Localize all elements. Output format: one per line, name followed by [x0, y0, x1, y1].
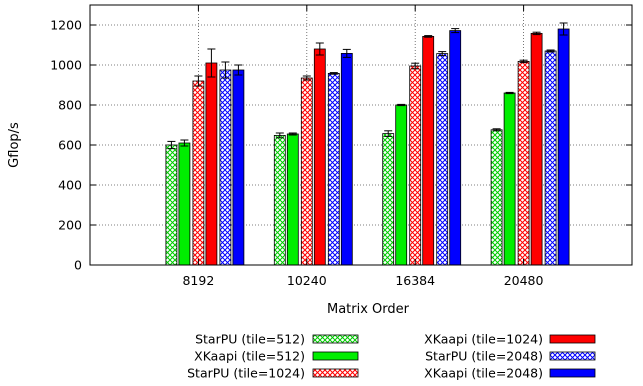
bar — [205, 62, 218, 266]
bar — [517, 61, 530, 266]
bar — [286, 133, 299, 266]
x-tick-label: 8192 — [182, 273, 214, 288]
bar — [313, 48, 326, 266]
y-tick-label: 1200 — [50, 18, 82, 33]
bar — [219, 69, 232, 266]
bar — [436, 53, 449, 266]
y-tick-label: 200 — [58, 218, 82, 233]
y-tick-label: 600 — [58, 138, 82, 153]
legend: StarPU (tile=512) XKaapi (tile=512) StarPU… — [187, 332, 596, 381]
x-tick-label: 10240 — [287, 273, 327, 288]
y-tick-label: 800 — [58, 98, 82, 113]
bar — [503, 92, 516, 266]
legend-label: StarPU (tile=512) — [195, 332, 305, 347]
bar — [340, 53, 353, 266]
bar — [178, 142, 191, 266]
legend-label: StarPU (tile=2048) — [425, 349, 543, 364]
y-tick-label: 0 — [74, 258, 82, 273]
y-axis-label: Gflop/s — [7, 122, 22, 168]
legend-swatch — [549, 368, 596, 378]
x-tick-label: 20480 — [504, 273, 544, 288]
y-tick-label: 400 — [58, 178, 82, 193]
x-tick-label: 16384 — [395, 273, 435, 288]
bar — [327, 73, 340, 266]
bars — [165, 22, 570, 266]
bar — [395, 104, 408, 266]
x-axis-label: Matrix Order — [327, 302, 410, 317]
legend-swatch — [549, 334, 596, 344]
bar — [422, 36, 435, 266]
bar — [530, 33, 543, 266]
legend-swatch — [549, 351, 596, 361]
legend-swatch — [312, 351, 359, 361]
bar — [409, 65, 422, 266]
axes: 0 200 400 600 800 1000 1200 8192 10240 16384 20480 — [50, 4, 633, 288]
bar — [232, 69, 245, 266]
legend-label: XKaapi (tile=1024) — [424, 332, 543, 347]
legend-swatch — [312, 334, 359, 344]
y-tick-label: 1000 — [50, 58, 82, 73]
bar — [490, 129, 503, 266]
legend-swatch — [312, 368, 359, 378]
bar — [300, 77, 313, 266]
legend-label: XKaapi (tile=512) — [194, 349, 305, 364]
legend-label: XKaapi (tile=2048) — [424, 366, 543, 381]
bar — [544, 50, 557, 266]
bar — [165, 144, 178, 266]
plot-frame — [89, 4, 633, 266]
bar — [449, 30, 462, 266]
bar — [273, 134, 286, 266]
bar — [192, 80, 205, 266]
bar — [557, 28, 570, 266]
bar — [382, 133, 395, 266]
legend-label: StarPU (tile=1024) — [187, 366, 305, 381]
